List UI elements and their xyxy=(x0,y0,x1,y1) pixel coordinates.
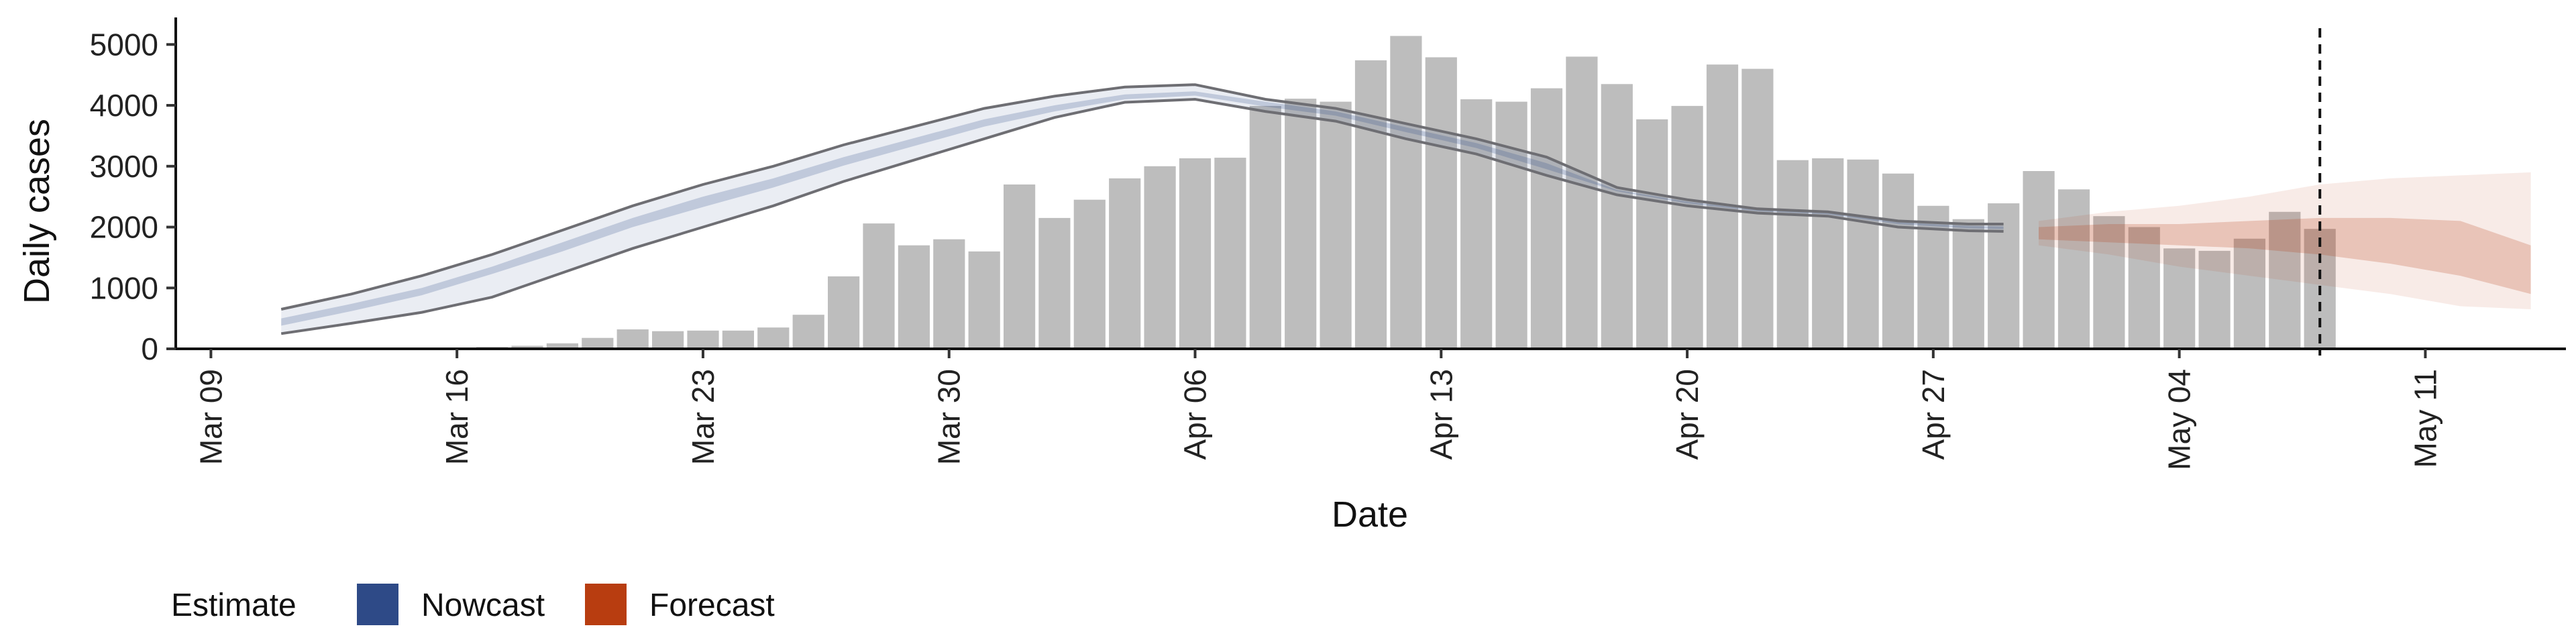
x-tick-label-9: May 11 xyxy=(2408,369,2443,468)
bar-2020-04-30 xyxy=(2023,171,2055,349)
y-tick-label-3000: 3000 xyxy=(90,149,158,184)
x-tick-label-0: Mar 09 xyxy=(193,369,228,465)
bar-2020-05-05 xyxy=(2198,250,2231,349)
bar-2020-04-02 xyxy=(1038,217,1071,349)
bar-2020-04-18 xyxy=(1601,84,1633,350)
bar-2020-03-26 xyxy=(792,315,824,349)
bar-2020-03-19 xyxy=(546,343,578,349)
y-tick-label-1000: 1000 xyxy=(90,270,158,305)
x-tick-label-3: Mar 30 xyxy=(932,369,967,465)
bar-2020-04-11 xyxy=(1354,60,1387,350)
legend-title: Estimate xyxy=(171,588,297,623)
bar-2020-03-24 xyxy=(722,330,754,349)
bar-2020-05-01 xyxy=(2057,189,2090,349)
bar-2020-04-16 xyxy=(1530,88,1563,349)
legend-swatch-forecast xyxy=(585,584,627,625)
bar-2020-04-29 xyxy=(1988,203,2020,349)
bar-2020-04-23 xyxy=(1776,160,1809,349)
x-tick-label-8: May 04 xyxy=(2162,369,2197,470)
nowcast-upper-line xyxy=(280,83,2004,311)
y-tick-label-4000: 4000 xyxy=(90,88,158,123)
bar-2020-04-26 xyxy=(1882,173,1915,349)
x-tick-label-7: Apr 27 xyxy=(1916,369,1951,460)
axes-layer: 0 1000 2000 3000 4000 5000 Mar 09 Mar 16 Mar 23 M… xyxy=(90,17,2566,470)
bar-2020-04-15 xyxy=(1495,101,1527,349)
bar-2020-04-17 xyxy=(1566,56,1598,350)
forecast-band-90 xyxy=(2039,172,2531,309)
bar-2020-04-03 xyxy=(1073,199,1106,349)
x-tick-label-4: Apr 06 xyxy=(1178,369,1213,460)
bar-2020-03-27 xyxy=(828,276,860,349)
bar-2020-03-23 xyxy=(687,330,719,349)
x-tick-label-2: Mar 23 xyxy=(686,369,720,465)
bar-2020-04-13 xyxy=(1425,57,1457,350)
bar-2020-04-04 xyxy=(1109,178,1141,349)
y-tick-label-0: 0 xyxy=(141,331,158,366)
bar-2020-03-22 xyxy=(652,331,684,349)
bar-2020-05-06 xyxy=(2233,238,2265,349)
bar-2020-04-12 xyxy=(1390,36,1422,349)
nowcast-lower-line xyxy=(280,97,2004,335)
bands-layer xyxy=(280,28,2531,356)
y-tick-label-5000: 5000 xyxy=(90,27,158,62)
bar-2020-04-05 xyxy=(1144,166,1176,350)
x-tick-label-5: Apr 13 xyxy=(1424,369,1458,460)
bar-2020-04-20 xyxy=(1671,105,1703,349)
bar-2020-03-29 xyxy=(898,245,930,349)
bar-2020-04-10 xyxy=(1320,101,1352,349)
x-tick-label-1: Mar 16 xyxy=(439,369,474,465)
bar-2020-04-24 xyxy=(1812,158,1844,349)
bar-2020-05-07 xyxy=(2269,211,2301,349)
bar-2020-04-19 xyxy=(1636,119,1668,349)
bar-2020-05-02 xyxy=(2093,216,2125,349)
bar-2020-04-07 xyxy=(1214,158,1246,349)
bar-2020-03-20 xyxy=(582,337,614,349)
x-axis-title: Date xyxy=(1332,494,1408,535)
forecast-band-50 xyxy=(2039,217,2531,294)
bar-2020-04-28 xyxy=(1952,219,1984,349)
bar-2020-04-25 xyxy=(1847,159,1879,350)
bar-2020-04-08 xyxy=(1249,105,1281,349)
legend: Estimate Nowcast Forecast xyxy=(171,584,775,625)
bar-2020-03-30 xyxy=(933,239,965,349)
bar-2020-05-03 xyxy=(2128,227,2160,349)
legend-swatch-nowcast xyxy=(357,584,398,625)
bar-2020-04-01 xyxy=(1004,184,1036,349)
bar-2020-03-28 xyxy=(863,223,895,349)
bar-2020-03-21 xyxy=(616,329,649,349)
y-tick-label-2000: 2000 xyxy=(90,210,158,245)
bar-2020-05-04 xyxy=(2163,248,2196,349)
legend-label-forecast: Forecast xyxy=(649,588,775,623)
bar-2020-04-09 xyxy=(1285,99,1317,349)
bar-2020-03-25 xyxy=(757,327,790,349)
legend-label-nowcast: Nowcast xyxy=(421,588,545,623)
bar-2020-03-18 xyxy=(511,345,543,349)
y-axis-title: Daily cases xyxy=(17,119,57,304)
bar-2020-03-31 xyxy=(968,251,1000,349)
bar-2020-04-06 xyxy=(1179,158,1212,349)
x-tick-label-6: Apr 20 xyxy=(1670,369,1705,460)
